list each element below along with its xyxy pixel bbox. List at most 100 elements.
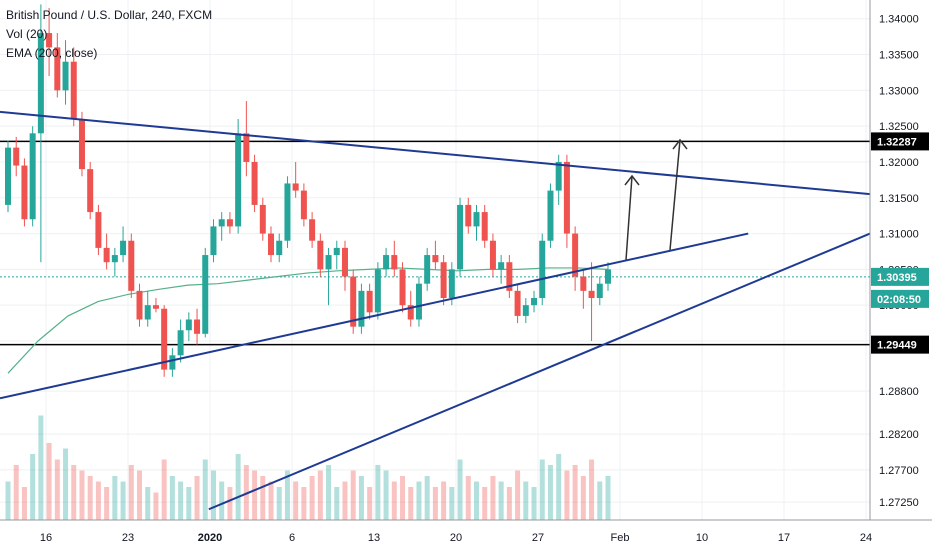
candle-body [465,204,472,227]
volume-bar [137,470,143,520]
candle-body [292,183,299,191]
volume-bar [210,470,216,520]
volume-bar [416,481,422,520]
volume-bar [375,465,381,520]
y-tick-label: 1.28200 [879,429,919,441]
candle-body [95,212,102,248]
volume-bar [572,465,578,520]
legend-volume: Vol (20) [6,27,48,41]
volume-bar [342,481,348,520]
y-tick-label: 1.34000 [879,14,919,26]
candle-body [128,240,135,291]
candle-body [5,147,11,205]
volume-bar [589,459,595,520]
level-badge-0: 1.32287 [877,136,917,148]
volume-bar [457,459,463,520]
trendline-2 [208,232,871,511]
candle-body [251,161,258,205]
volume-bar [564,470,570,520]
candle-body [457,204,464,270]
candle-body [391,255,398,270]
volume-bar [506,487,512,520]
candle-body [13,147,20,166]
candle-body [407,305,414,320]
candle-body [539,240,546,299]
candle-body [333,247,340,256]
volume-bar [186,487,192,520]
level-badge-1: 1.29449 [877,340,917,352]
y-tick-label: 1.32000 [879,157,919,169]
candle-body [46,33,53,48]
candle-body [580,276,587,291]
volume-bar [169,476,175,520]
volume-bar [153,492,159,520]
candle-body [506,262,513,291]
volume-bar [79,470,85,520]
candle-body [555,161,562,191]
candle-body [374,269,381,313]
countdown-badge-bg [871,289,929,308]
candle-body [54,47,61,91]
candle-body [448,269,455,299]
volume-bar [391,481,397,520]
candle-body [522,305,529,316]
volume-bar [309,476,315,520]
candle-body [169,355,176,370]
candle-body [177,330,184,356]
candle-body [62,61,69,91]
candle-body [473,212,480,227]
volume-bar [63,448,69,520]
candle-body [588,290,595,299]
y-tick-label: 1.28800 [879,386,919,398]
candle-body [498,262,505,270]
candle-body [152,305,159,309]
candle-body [440,262,447,299]
y-tick-label: 1.32500 [879,121,919,133]
chart-legend: British Pound / U.S. Dollar, 240, FXCM V… [6,6,212,63]
x-tick-label: 16 [40,532,52,544]
candle-body [276,240,283,256]
x-tick-label: 27 [532,532,544,544]
volume-bar [235,454,241,520]
current-price-badge-bg [871,267,929,286]
volume-bar [30,454,36,520]
volume-bar [293,481,299,520]
x-tick-label: 6 [289,532,295,544]
candle-body [29,133,36,220]
trendline-0 [0,110,871,196]
y-tick-label: 1.31000 [879,229,919,241]
volume-bar [95,481,101,520]
volume-bar [13,465,19,520]
x-tick-label: 10 [696,532,708,544]
candle-body [358,290,365,327]
volume-bar [260,476,266,520]
volume-bar [334,487,340,520]
x-tick-label: 20 [450,532,462,544]
candle-body [235,133,242,227]
volume-bar [605,476,611,520]
candle-body [547,190,554,241]
volume-bar [112,476,118,520]
y-tick-label: 1.27250 [879,497,919,509]
y-tick-label: 1.31500 [879,193,919,205]
volume-bar [219,481,225,520]
volume-bar [227,487,233,520]
volume-bar [432,487,438,520]
candle-body [243,133,250,162]
candle-body [317,240,324,270]
volume-bar [547,465,553,520]
candle-body [202,255,209,334]
candle-body [120,240,127,256]
volume-bar [268,481,274,520]
level-badge-1-bg [871,335,929,354]
volume-bar [5,481,11,520]
candle-body [596,283,603,299]
candle-body [415,283,422,320]
volume-bar [202,459,208,520]
volume-bar [358,476,364,520]
trendline-1 [0,232,749,400]
candle-body [111,255,118,263]
candle-body [350,276,357,327]
